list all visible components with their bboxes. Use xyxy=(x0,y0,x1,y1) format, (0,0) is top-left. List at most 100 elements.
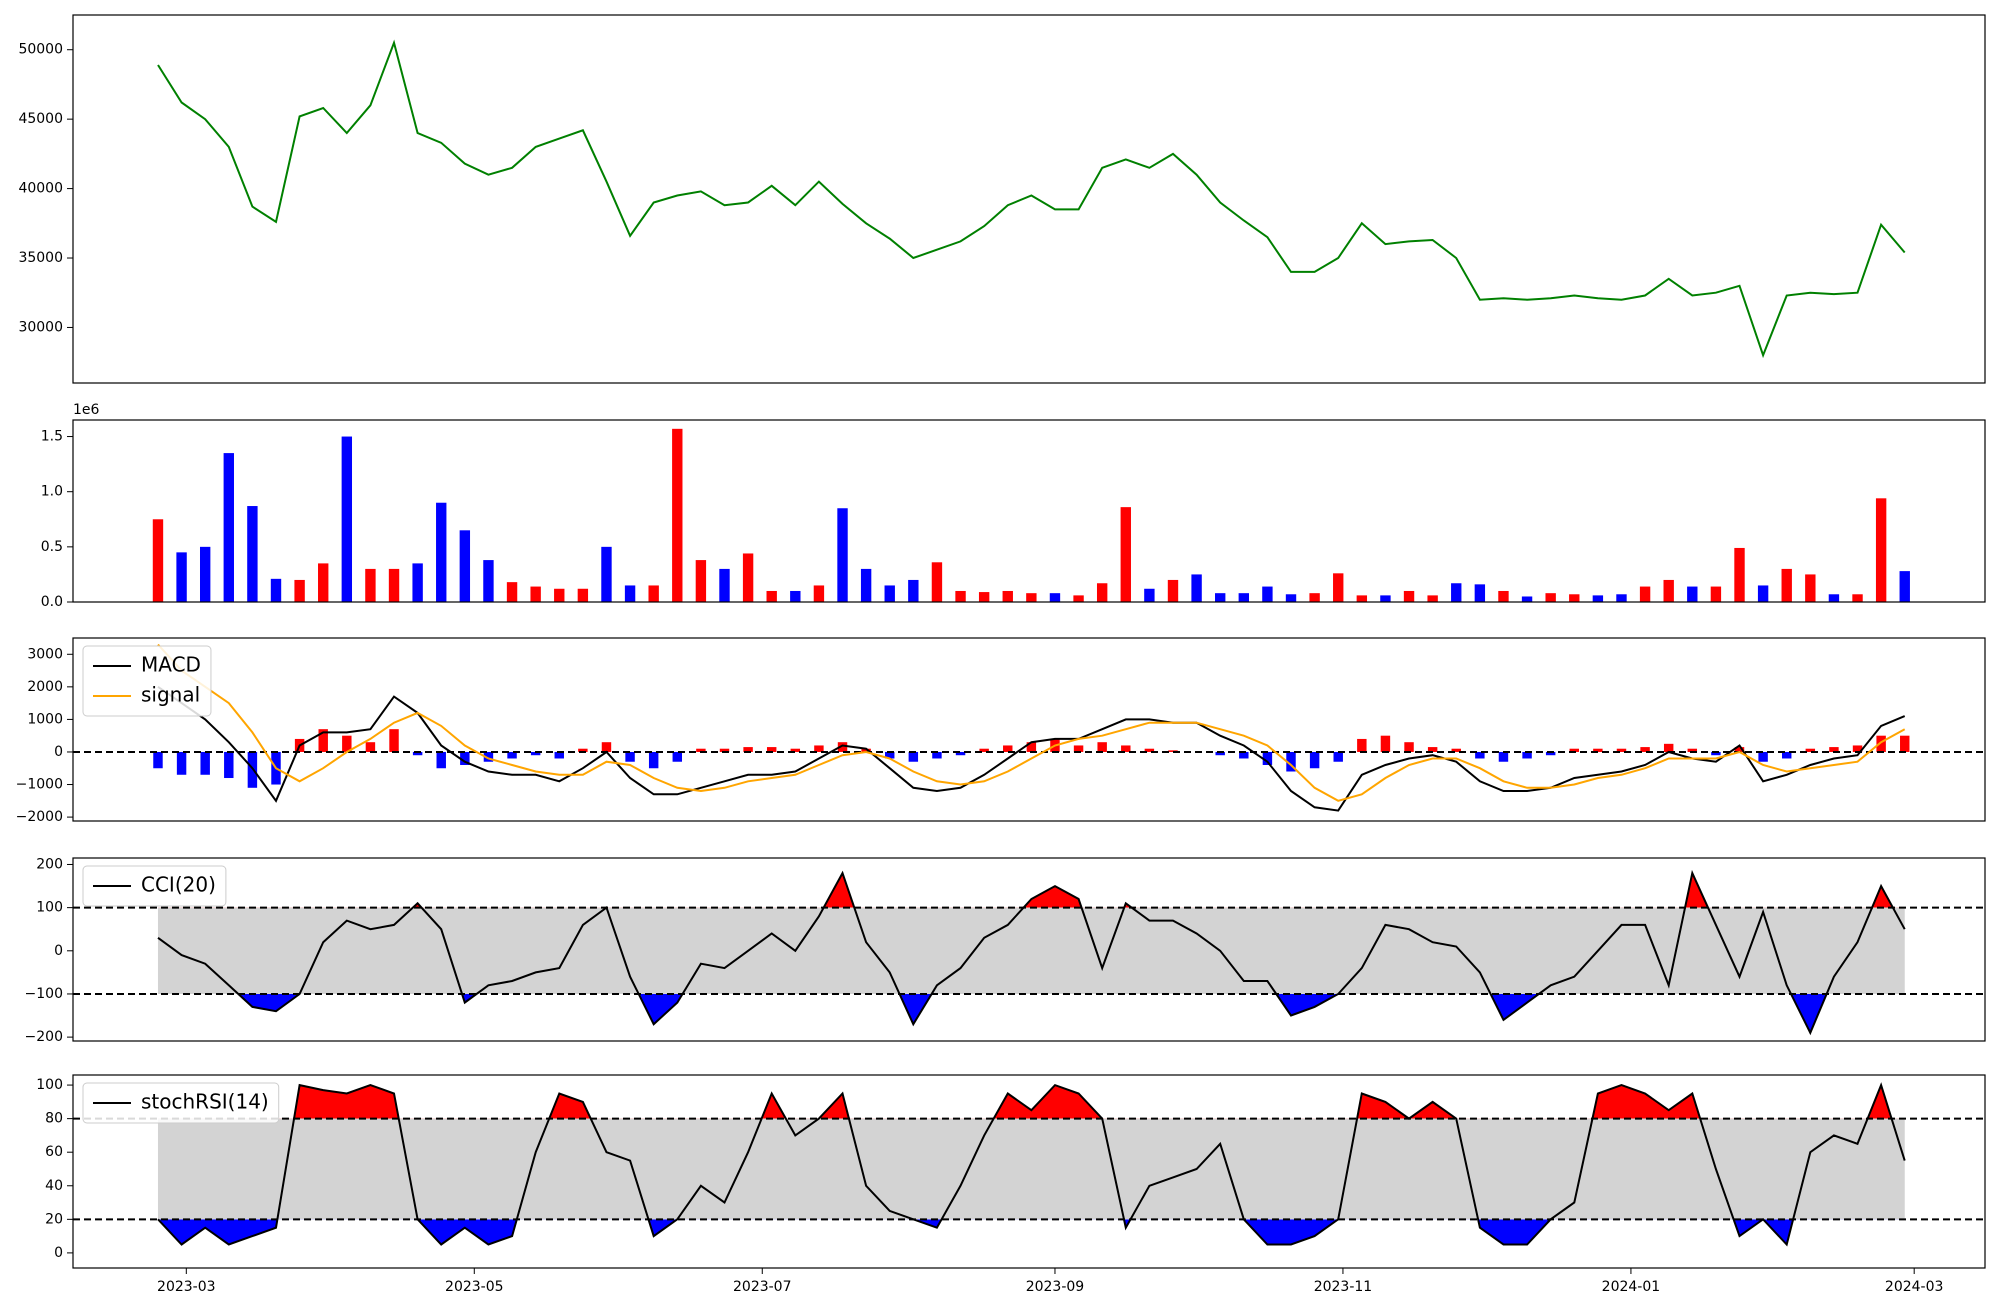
y-tick-label: 0 xyxy=(54,943,63,959)
y-tick-label: 30000 xyxy=(18,319,63,335)
indicator-line xyxy=(157,1082,1906,1247)
histogram-bar xyxy=(766,747,777,752)
histogram-bar xyxy=(1239,751,1249,759)
volume-bar xyxy=(1049,593,1061,602)
x-tick-label: 2023-11 xyxy=(1314,1279,1373,1295)
panel: −200 −100 0 100 200 CCI(20) xyxy=(25,856,1986,1045)
volume-bar xyxy=(483,560,494,602)
volume-bar xyxy=(908,579,919,602)
histogram-bar xyxy=(1097,742,1107,752)
y-tick-label: 35000 xyxy=(18,250,63,266)
volume-bar xyxy=(1262,586,1273,602)
panel: 0.0 0.5 1.0 1.5 1e6 xyxy=(41,402,1986,610)
y-tick-label: 40 xyxy=(45,1178,63,1194)
histogram-bar xyxy=(955,751,966,756)
volume-bar xyxy=(1380,595,1391,602)
volume-bar xyxy=(247,506,258,602)
neutral-band xyxy=(157,1118,1905,1220)
y-tick-label: −100 xyxy=(25,986,63,1002)
indicator-line xyxy=(157,685,1906,812)
histogram-bar xyxy=(1003,745,1013,752)
legend: stochRSI(14) xyxy=(82,1082,280,1124)
volume-bar xyxy=(742,553,754,602)
histogram-bar xyxy=(1569,748,1579,752)
histogram-bar xyxy=(1900,735,1910,752)
volume-bar xyxy=(1167,579,1179,602)
histogram-bar xyxy=(1781,751,1792,759)
x-tick-label: 2023-07 xyxy=(733,1279,792,1295)
histogram-bar xyxy=(1073,745,1084,752)
volume-bar xyxy=(506,582,518,602)
volume-bar xyxy=(624,585,636,602)
volume-bar xyxy=(1474,584,1486,602)
volume-bar xyxy=(530,586,541,602)
histogram-bar xyxy=(1309,751,1320,769)
volume-bar xyxy=(1521,596,1533,602)
volume-bar xyxy=(1805,574,1816,602)
volume-bar xyxy=(1238,593,1249,602)
volume-bar xyxy=(1356,595,1368,602)
histogram-bar xyxy=(342,735,352,752)
volume-bar xyxy=(1545,593,1556,602)
volume-bar xyxy=(719,568,730,602)
histogram-bar xyxy=(1451,748,1461,752)
histogram-bar xyxy=(436,751,446,769)
histogram-bar xyxy=(1168,750,1178,752)
histogram-bar xyxy=(625,751,635,762)
neutral-band xyxy=(157,907,1905,994)
volume-bar xyxy=(1002,590,1013,602)
histogram-bar xyxy=(1026,742,1037,752)
y-tick-label: −1000 xyxy=(16,777,63,793)
volume-bar xyxy=(318,563,329,602)
volume-bar xyxy=(1026,593,1037,602)
volume-bar xyxy=(1639,586,1651,602)
histogram-bar xyxy=(1876,735,1886,752)
histogram-bar xyxy=(1829,747,1839,752)
histogram-bar xyxy=(1616,748,1627,752)
histogram-bar xyxy=(153,751,163,769)
y-tick-label: 80 xyxy=(45,1111,63,1127)
histogram-bar xyxy=(1144,748,1155,752)
y-tick-label: 0 xyxy=(54,1245,63,1261)
volume-bar xyxy=(1144,588,1155,602)
histogram-bar xyxy=(790,748,801,752)
panel: 30000 35000 40000 45000 50000 xyxy=(18,14,1986,384)
volume-bar xyxy=(1403,590,1415,602)
histogram-bar xyxy=(578,748,588,752)
y-tick-label: 20 xyxy=(45,1211,63,1227)
histogram-bar xyxy=(696,748,706,752)
volume-bar xyxy=(695,560,707,602)
histogram-bar xyxy=(483,751,494,762)
histogram-bar xyxy=(1545,751,1556,756)
x-tick-label: 2023-09 xyxy=(1026,1279,1085,1295)
histogram-bar xyxy=(1357,738,1367,752)
histogram-bar xyxy=(1475,751,1485,759)
volume-bar xyxy=(1096,583,1108,602)
volume-bar xyxy=(648,585,659,602)
y-tick-label: 1.5 xyxy=(41,429,63,445)
legend-box xyxy=(82,865,227,907)
legend-box xyxy=(82,1082,280,1124)
histogram-bar xyxy=(885,751,895,759)
volume-bar xyxy=(1498,590,1509,602)
histogram-bar xyxy=(1640,747,1650,752)
volume-bar xyxy=(1757,585,1769,602)
y-tick-label: 60 xyxy=(45,1144,63,1160)
histogram-bar xyxy=(648,751,659,769)
volume-bar xyxy=(955,590,966,602)
histogram-bar xyxy=(530,751,541,756)
volume-bar xyxy=(270,578,282,602)
y-tick-label: 40000 xyxy=(18,181,63,197)
volume-bar xyxy=(790,590,801,602)
y-tick-label: 2000 xyxy=(27,679,63,695)
volume-bar xyxy=(1592,595,1604,602)
y-tick-label: 200 xyxy=(36,856,63,872)
volume-bar xyxy=(1875,498,1887,602)
volume-bar xyxy=(931,562,943,602)
volume-bar xyxy=(1451,583,1462,602)
histogram-bar xyxy=(365,742,376,752)
volume-bar xyxy=(837,508,848,602)
volume-bar xyxy=(1734,547,1745,602)
histogram-bar xyxy=(1687,748,1698,752)
histogram-bar xyxy=(1215,751,1225,756)
